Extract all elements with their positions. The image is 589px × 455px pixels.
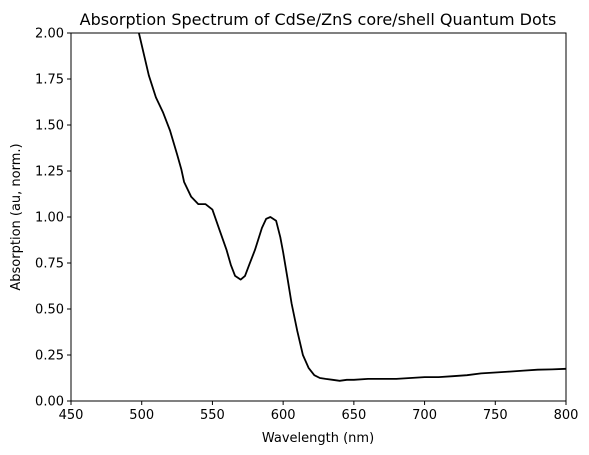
- y-tick-label: 1.50: [35, 119, 64, 134]
- x-axis-ticks: 450 500 550 600 650 700 750 800: [59, 401, 579, 423]
- x-axis-label: Wavelength (nm): [262, 431, 374, 446]
- x-tick-label: 800: [554, 408, 579, 423]
- y-tick-label: 2.00: [35, 27, 64, 42]
- y-tick-label: 0.25: [35, 349, 64, 364]
- y-tick-label: 0.00: [35, 395, 64, 410]
- x-tick-label: 750: [483, 408, 508, 423]
- y-tick-label: 0.50: [35, 303, 64, 318]
- absorption-series-line: [138, 32, 567, 382]
- x-tick-label: 700: [412, 408, 437, 423]
- chart-title: Absorption Spectrum of CdSe/ZnS core/she…: [80, 10, 557, 29]
- y-tick-label: 1.00: [35, 211, 64, 226]
- x-tick-label: 450: [59, 408, 84, 423]
- y-axis-ticks: 0.00 0.25 0.50 0.75 1.00 1.25 1.50 1.75 2.00: [35, 27, 71, 410]
- x-tick-label: 600: [271, 408, 296, 423]
- x-tick-label: 500: [129, 408, 154, 423]
- y-tick-label: 1.25: [35, 165, 64, 180]
- y-tick-label: 1.75: [35, 73, 64, 88]
- y-tick-label: 0.75: [35, 257, 64, 272]
- x-tick-label: 550: [200, 408, 225, 423]
- x-tick-label: 650: [341, 408, 366, 423]
- y-axis-label: Absorption (au, norm.): [9, 143, 24, 290]
- plot-frame: [70, 32, 567, 402]
